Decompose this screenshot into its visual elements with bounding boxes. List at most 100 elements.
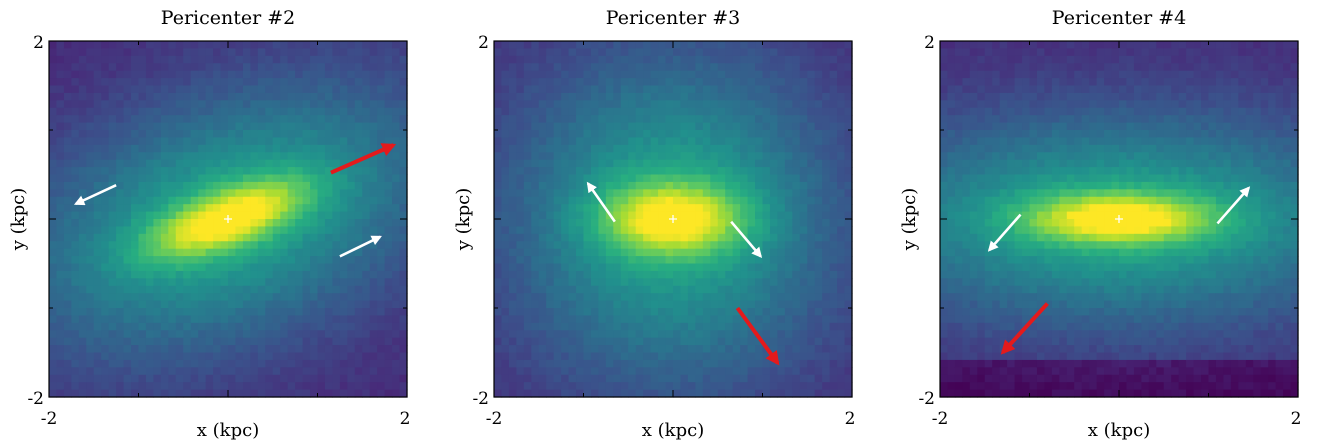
- heatmap-cell: [183, 152, 192, 161]
- heatmap-cell: [755, 159, 764, 168]
- heatmap-cell: [145, 174, 155, 183]
- heatmap-cell: [310, 63, 319, 72]
- heatmap-cell: [93, 48, 102, 57]
- heatmap-cell: [145, 144, 155, 153]
- heatmap-cell: [628, 92, 637, 101]
- heatmap-cell: [732, 189, 741, 198]
- heatmap-cell: [101, 211, 110, 220]
- heatmap-cell: [131, 204, 140, 213]
- heatmap-cell: [153, 189, 162, 198]
- heatmap-cell: [628, 85, 637, 94]
- heatmap-cell: [837, 115, 846, 124]
- heatmap-cell: [265, 308, 274, 317]
- heatmap-cell: [508, 308, 517, 317]
- heatmap-cell: [807, 152, 816, 161]
- heatmap-cell: [93, 241, 102, 250]
- heatmap-cell: [175, 115, 184, 124]
- heatmap-cell: [332, 63, 341, 72]
- heatmap-cell: [190, 137, 199, 146]
- heatmap-cell: [93, 226, 102, 235]
- heatmap-cell: [954, 359, 963, 368]
- heatmap-cell: [501, 174, 510, 183]
- heatmap-cell: [635, 63, 644, 72]
- heatmap-cell: [635, 389, 644, 398]
- heatmap-cell: [362, 48, 371, 57]
- heatmap-cell: [673, 63, 682, 72]
- heatmap-cell: [190, 92, 199, 101]
- heatmap-cell: [792, 41, 801, 50]
- heatmap-cell: [755, 181, 764, 190]
- heatmap-cell: [658, 181, 667, 190]
- heatmap-cell: [784, 374, 793, 383]
- heatmap-cell: [717, 241, 726, 250]
- heatmap-cell: [822, 270, 831, 279]
- heatmap-cell: [78, 85, 87, 94]
- heatmap-cell: [605, 293, 614, 302]
- heatmap-cell: [63, 226, 72, 235]
- heatmap-cell: [635, 270, 644, 279]
- heatmap-cell: [131, 63, 140, 72]
- heatmap-cell: [272, 330, 281, 339]
- heatmap-cell: [384, 48, 393, 57]
- heatmap-cell: [153, 248, 162, 257]
- heatmap-cell: [777, 367, 786, 376]
- heatmap-cell: [702, 63, 711, 72]
- heatmap-cell: [710, 374, 719, 383]
- heatmap-cell: [49, 337, 58, 346]
- heatmap-cell: [717, 359, 726, 368]
- heatmap-cell: [687, 78, 696, 87]
- heatmap-cell: [392, 115, 401, 124]
- heatmap-cell: [620, 159, 629, 168]
- heatmap-cell: [576, 174, 585, 183]
- heatmap-cell: [392, 41, 401, 50]
- heatmap-cell: [257, 70, 266, 79]
- heatmap-cell: [732, 100, 741, 109]
- y-axis-label: y (kpc): [453, 188, 474, 251]
- heatmap-cell: [807, 41, 816, 50]
- heatmap-cell: [145, 293, 155, 302]
- heatmap-cell: [553, 144, 562, 153]
- heatmap-cell: [332, 337, 341, 346]
- heatmap-cell: [354, 78, 363, 87]
- heatmap-cell: [145, 308, 155, 317]
- heatmap-cell: [205, 144, 214, 153]
- heatmap-cell: [628, 293, 637, 302]
- heatmap-cell: [665, 63, 674, 72]
- heatmap-cell: [295, 241, 304, 250]
- heatmap-cell: [183, 359, 192, 368]
- heatmap-cell: [583, 308, 592, 317]
- heatmap-cell: [205, 263, 214, 272]
- heatmap-cell: [784, 196, 793, 205]
- heatmap-cell: [384, 55, 393, 64]
- heatmap-cell: [369, 374, 378, 383]
- heatmap-cell: [576, 100, 585, 109]
- heatmap-cell: [620, 285, 629, 294]
- heatmap-cell: [272, 293, 281, 302]
- heatmap-cell: [272, 285, 281, 294]
- heatmap-cell: [347, 241, 356, 250]
- heatmap-cell: [362, 55, 371, 64]
- heatmap-cell: [710, 300, 719, 309]
- heatmap-cell: [531, 204, 540, 213]
- heatmap-cell: [673, 189, 682, 198]
- heatmap-cell: [317, 100, 326, 109]
- heatmap-cell: [362, 137, 371, 146]
- heatmap-cell: [101, 78, 110, 87]
- heatmap-cell: [977, 278, 986, 287]
- heatmap-cell: [205, 196, 214, 205]
- heatmap-cell: [576, 78, 585, 87]
- heatmap-cell: [717, 300, 726, 309]
- heatmap-cell: [531, 159, 540, 168]
- heatmap-cell: [168, 63, 177, 72]
- heatmap-cell: [287, 345, 296, 354]
- heatmap-cell: [494, 189, 503, 198]
- heatmap-cell: [799, 189, 808, 198]
- red-arrow: [330, 143, 397, 175]
- heatmap-cell: [317, 204, 326, 213]
- heatmap-cell: [377, 63, 386, 72]
- heatmap-cell: [710, 359, 719, 368]
- heatmap-cell: [665, 100, 674, 109]
- heatmap-cell: [310, 174, 319, 183]
- heatmap-cell: [583, 100, 592, 109]
- heatmap-cell: [250, 152, 259, 161]
